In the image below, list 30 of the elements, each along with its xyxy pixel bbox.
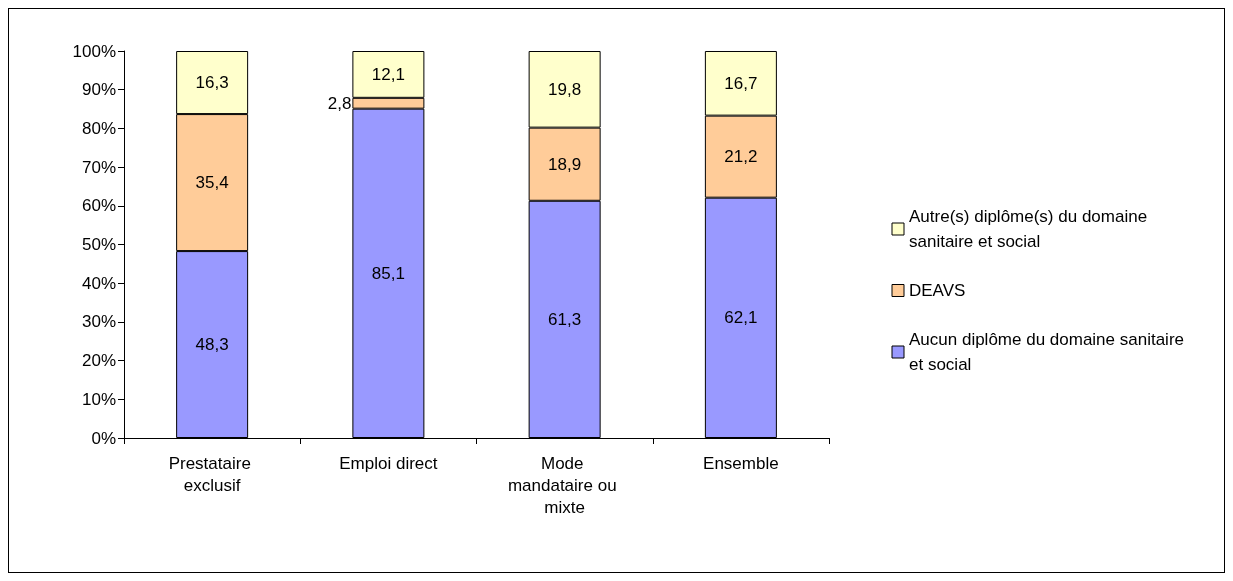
y-tick-label: 100% [72,41,116,61]
data-label: 48,3 [195,335,229,355]
legend-label: Aucun diplôme du domaine sanitaire et social [909,330,1189,374]
data-label: 12,1 [371,64,405,84]
data-label: 61,3 [548,309,582,329]
y-tick-label: 0% [91,428,116,448]
x-tick-label: Ensemble [703,453,779,473]
y-tick-label: 20% [81,351,116,371]
data-label: 85,1 [371,263,405,283]
x-tick-label: Mode mandataire ou mixte [507,453,622,517]
y-tick-label: 40% [81,273,116,293]
y-tick-label: 30% [81,312,116,332]
y-tick-label: 90% [81,80,116,100]
data-label: 16,3 [195,73,229,93]
data-label: 62,1 [724,308,758,328]
data-label: 35,4 [195,173,229,193]
data-label: 2,8 [327,93,352,113]
legend-label: Autre(s) diplôme(s) du domaine sanitaire et social [909,207,1152,251]
x-tick-label: Prestataire exclusif [168,453,256,495]
legend-label: DEAVS [909,281,966,300]
data-label: 16,7 [724,73,758,93]
y-tick-label: 70% [81,157,116,177]
data-label: 18,9 [548,154,582,174]
x-tick-label: Emploi direct [339,453,438,473]
data-label: 19,8 [548,79,582,99]
y-tick-label: 80% [81,118,116,138]
y-tick-label: 50% [81,235,116,254]
data-label: 21,2 [724,147,758,167]
y-tick-label: 10% [81,389,116,409]
y-tick-label: 60% [81,196,116,216]
